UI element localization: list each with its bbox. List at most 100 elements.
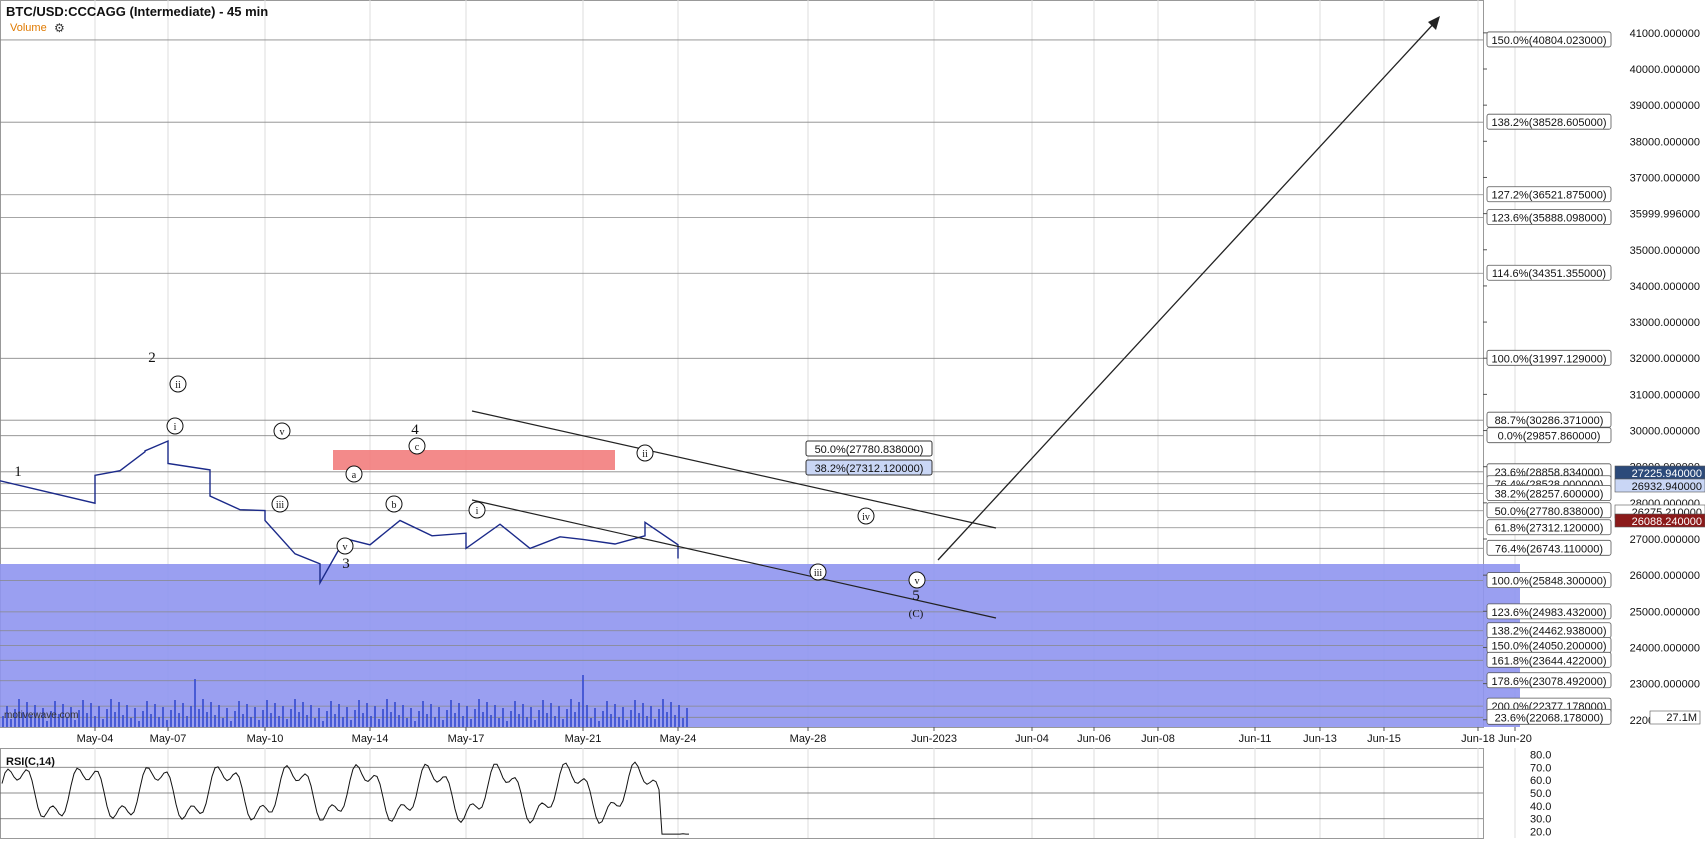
- x-tick-label: Jun-2023: [911, 733, 957, 745]
- volume-bar: [538, 710, 540, 727]
- volume-bar: [654, 719, 656, 727]
- fib-level-label: 100.0%(25848.300000): [1492, 576, 1607, 588]
- x-tick-label: May-04: [77, 733, 114, 745]
- fib-level-label: 123.6%(35888.098000): [1492, 213, 1607, 225]
- volume-bar: [250, 717, 252, 727]
- volume-bar: [330, 701, 332, 727]
- fib-level-label: 61.8%(27312.120000): [1495, 523, 1604, 535]
- volume-bar: [2, 716, 4, 727]
- volume-bar: [306, 715, 308, 727]
- volume-bar: [490, 715, 492, 727]
- volume-bar: [154, 704, 156, 727]
- volume-bar: [354, 710, 356, 727]
- fib-level-box: [1486, 264, 1612, 281]
- x-tick-label: Jun-11: [1239, 733, 1272, 745]
- volume-bar: [498, 718, 500, 727]
- fib-level-label: 123.6%(24983.432000): [1492, 607, 1607, 619]
- rsi-tick-label: 50.0: [1530, 788, 1551, 800]
- volume-badge-label: 27.1M: [1666, 712, 1697, 724]
- volume-bar: [350, 720, 352, 727]
- volume-bar: [666, 712, 668, 727]
- fib-level-label: 127.2%(36521.875000): [1492, 190, 1607, 202]
- volume-bar: [566, 709, 568, 727]
- volume-bar: [514, 701, 516, 727]
- volume-indicator-label[interactable]: Volume: [10, 22, 47, 34]
- wave-label-i: i: [174, 422, 177, 433]
- volume-bar: [6, 706, 8, 727]
- volume-bar: [386, 699, 388, 727]
- rsi-tick-label: 60.0: [1530, 775, 1551, 787]
- fib-level-label: 88.7%(30286.371000): [1495, 415, 1604, 427]
- wave-label-5: 5: [912, 588, 920, 604]
- volume-bar: [554, 716, 556, 727]
- volume-bar: [290, 709, 292, 727]
- volume-bar: [278, 716, 280, 727]
- volume-bar: [130, 718, 132, 727]
- x-tick-label: May-07: [150, 733, 187, 745]
- wave-label-ii: ii: [175, 380, 181, 391]
- volume-bar: [206, 712, 208, 727]
- wave-label-a: a: [352, 470, 357, 481]
- volume-bar: [226, 708, 228, 727]
- wave-label-2: 2: [148, 350, 156, 366]
- volume-bar: [34, 705, 36, 727]
- rsi-tick-label: 30.0: [1530, 814, 1551, 826]
- wave-circle: [169, 375, 187, 393]
- volume-bar: [142, 711, 144, 727]
- volume-bar: [198, 709, 200, 727]
- volume-bar: [50, 711, 52, 727]
- fib-level-box: [1486, 502, 1612, 519]
- volume-bar: [410, 708, 412, 727]
- price-badge-label: 26932.940000: [1632, 481, 1702, 493]
- volume-bar: [282, 706, 284, 727]
- wave-circle: [273, 422, 291, 440]
- y-tick-label: 32000.000000: [1630, 353, 1700, 365]
- fib-level-label: 100.0%(31997.129000): [1492, 353, 1607, 365]
- volume-bar: [578, 702, 580, 727]
- wave-label-4: 4: [411, 422, 419, 438]
- volume-bar: [22, 712, 24, 727]
- volume-bar: [158, 717, 160, 727]
- wave-label-v-minor: v: [915, 576, 920, 587]
- fib-level-label: 138.2%(24462.938000): [1492, 626, 1607, 638]
- volume-bar: [622, 707, 624, 727]
- volume-bar: [338, 704, 340, 727]
- gear-icon[interactable]: ⚙: [54, 21, 65, 35]
- volume-bar: [486, 702, 488, 727]
- volume-bar: [90, 703, 92, 727]
- x-tick-label: Jun-15: [1367, 733, 1401, 745]
- wave-label-iii: iii: [276, 500, 285, 511]
- x-tick-label: May-21: [565, 733, 602, 745]
- volume-bar: [510, 711, 512, 727]
- volume-bar: [594, 708, 596, 727]
- rsi-indicator-label[interactable]: RSI(C,14): [6, 756, 55, 768]
- wave-circle: [468, 501, 486, 519]
- volume-bar: [418, 711, 420, 727]
- volume-bar: [110, 699, 112, 727]
- volume-bar: [362, 713, 364, 727]
- rsi-tick-label: 80.0: [1530, 749, 1551, 761]
- volume-bar: [42, 708, 44, 727]
- x-tick-label: Jun-20: [1498, 733, 1532, 745]
- volume-bar: [146, 701, 148, 727]
- price-badge: [1614, 513, 1705, 528]
- fib-level-box: [1486, 209, 1612, 226]
- y-tick-label: 30000.000000: [1630, 426, 1700, 438]
- y-tick-label: 25000.000000: [1630, 606, 1700, 618]
- y-tick-label: 27000.000000: [1630, 534, 1700, 546]
- price-line: [0, 439, 679, 586]
- volume-bar: [286, 719, 288, 727]
- volume-bar: [426, 714, 428, 727]
- volume-bar: [186, 716, 188, 727]
- rsi-tick-label: 70.0: [1530, 762, 1551, 774]
- fib-level-box: [1486, 519, 1612, 536]
- volume-bar: [94, 716, 96, 727]
- projection-arrow-line: [937, 19, 1438, 561]
- wave-circle: [166, 417, 184, 435]
- fib-level-box: [1486, 186, 1612, 203]
- volume-bar: [406, 718, 408, 727]
- volume-bar: [470, 719, 472, 727]
- volume-bar: [466, 706, 468, 727]
